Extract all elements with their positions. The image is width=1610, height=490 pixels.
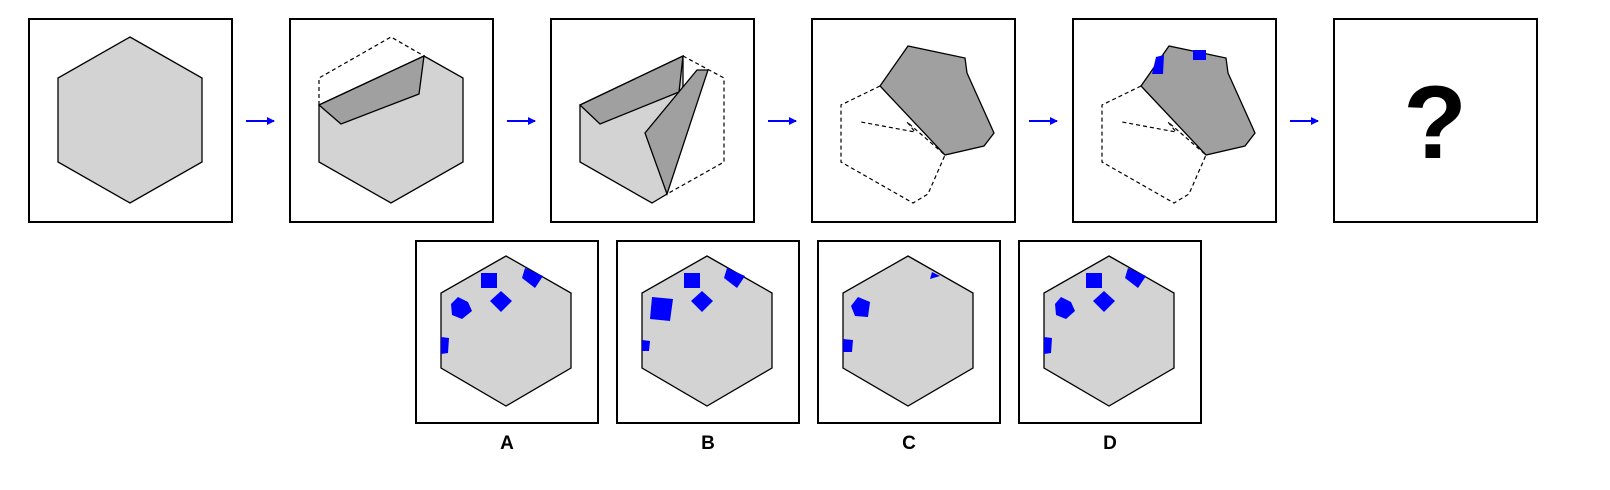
folded-paper [1140, 45, 1256, 156]
punched-hole [691, 291, 713, 312]
punched-hole [650, 297, 673, 321]
punched-hole [1125, 268, 1146, 288]
paper-hexagon [641, 255, 773, 407]
folded-flap [317, 54, 425, 125]
punched-hole [522, 268, 543, 288]
folded-flap [644, 69, 709, 196]
step-panel-5 [1072, 18, 1277, 223]
punched-hole [490, 291, 512, 312]
punched-hole [481, 273, 497, 288]
step-panel-4 [811, 18, 1016, 223]
punched-hole [1055, 297, 1075, 319]
fold-dashed-outline [840, 85, 946, 204]
punched-hole [724, 268, 745, 288]
punched-hole [451, 297, 472, 319]
fold-dashed-outline [1101, 85, 1207, 204]
option-c[interactable] [817, 240, 1001, 424]
option-b-label[interactable]: B [701, 433, 715, 454]
punched-hole [843, 339, 853, 352]
step-panel-6: ? [1333, 18, 1538, 223]
punched-hole [642, 340, 650, 351]
punched-hole [930, 272, 940, 279]
paper-hexagon [440, 255, 572, 407]
fold-dashed-outline [666, 55, 725, 195]
punched-hole [1086, 273, 1102, 288]
paper-hexagon [57, 36, 203, 204]
paper-hexagon [1043, 255, 1175, 407]
folded-paper [879, 45, 995, 156]
question-mark: ? [1403, 65, 1467, 181]
punched-hole [851, 297, 870, 317]
step-panel-2 [289, 18, 494, 223]
step-panel-1 [28, 18, 233, 223]
fold-dashed-outline [318, 36, 425, 105]
punched-hole [1044, 337, 1052, 354]
punched-hole [441, 337, 449, 354]
option-a[interactable] [415, 240, 599, 424]
punched-hole [1193, 50, 1206, 60]
punched-hole [1152, 55, 1164, 74]
option-b[interactable] [616, 240, 800, 424]
punched-hole [1093, 291, 1115, 312]
option-c-label[interactable]: C [902, 433, 916, 454]
option-d-label[interactable]: D [1103, 433, 1117, 454]
punched-hole [684, 273, 700, 288]
option-d[interactable] [1018, 240, 1202, 424]
step-panel-3 [550, 18, 755, 223]
option-a-label[interactable]: A [500, 433, 514, 454]
paper-hexagon [842, 255, 974, 407]
